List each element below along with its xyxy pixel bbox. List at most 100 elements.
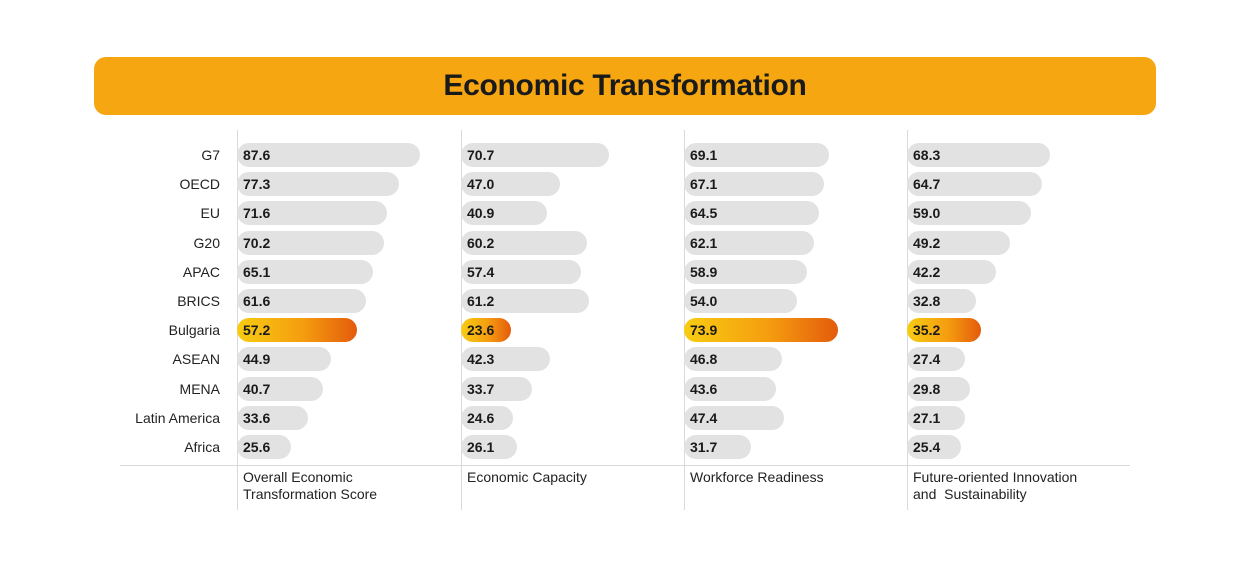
column-label-line: Workforce Readiness — [690, 469, 824, 485]
bar: 70.2 — [237, 230, 384, 255]
bar-value-label: 70.2 — [243, 234, 271, 251]
bar: 29.8 — [907, 376, 970, 401]
bar-value-label: 54.0 — [690, 293, 718, 309]
bar-value-label: 33.7 — [467, 380, 495, 397]
column-divider — [684, 130, 685, 510]
bar-value-label: 23.6 — [467, 322, 495, 339]
bar: 68.3 — [907, 143, 1050, 167]
region-label: OECD — [179, 176, 220, 193]
region-label: Latin America — [135, 409, 220, 426]
bar: 59.0 — [907, 201, 1031, 226]
bar-highlight: 35.2 — [907, 318, 981, 343]
bar: 87.6 — [237, 143, 420, 167]
region-label: Africa — [184, 439, 220, 455]
column-label: Economic Capacity — [467, 469, 667, 486]
bar-value-label: 32.8 — [913, 293, 941, 309]
bar-value-label: 29.8 — [913, 380, 941, 397]
bar-value-label: 43.6 — [690, 380, 718, 397]
bar: 24.6 — [461, 405, 513, 430]
bar: 54.0 — [684, 289, 797, 313]
bar: 40.7 — [237, 376, 323, 401]
bar-value-label: 26.1 — [467, 439, 495, 455]
bar-value-label: 59.0 — [913, 205, 941, 222]
bar-value-label: 69.1 — [690, 147, 718, 163]
column-label-line: Economic Capacity — [467, 469, 587, 485]
bar-value-label: 42.3 — [467, 351, 495, 368]
region-label: EU — [200, 205, 220, 222]
bar: 49.2 — [907, 230, 1010, 255]
region-label: G7 — [201, 147, 220, 163]
bar-value-label: 46.8 — [690, 351, 718, 368]
bar: 62.1 — [684, 230, 814, 255]
bar: 25.6 — [237, 435, 291, 459]
column-label: Workforce Readiness — [690, 469, 890, 486]
axis-baseline — [120, 465, 1130, 466]
bar: 32.8 — [907, 289, 976, 313]
bar-value-label: 27.1 — [913, 409, 941, 426]
region-label: APAC — [182, 263, 220, 280]
bar: 25.4 — [907, 435, 961, 459]
column-divider — [237, 130, 238, 510]
bar-value-label: 33.6 — [243, 409, 271, 426]
title-banner: Economic Transformation — [94, 57, 1156, 115]
bar-value-label: 24.6 — [467, 409, 495, 426]
bar: 67.1 — [684, 172, 824, 197]
bar-value-label: 25.6 — [243, 439, 271, 455]
column-divider — [461, 130, 462, 510]
bar-value-label: 58.9 — [690, 263, 718, 280]
bar-value-label: 67.1 — [690, 176, 718, 193]
bar-value-label: 25.4 — [913, 439, 941, 455]
bar: 57.4 — [461, 259, 581, 284]
bar-value-label: 35.2 — [913, 322, 941, 339]
bar-value-label: 47.4 — [690, 409, 718, 426]
bar-value-label: 42.2 — [913, 263, 941, 280]
bar-value-label: 87.6 — [243, 147, 271, 163]
bar: 33.6 — [237, 405, 308, 430]
bar: 44.9 — [237, 347, 331, 372]
bar-value-label: 64.5 — [690, 205, 718, 222]
bar: 61.6 — [237, 289, 366, 313]
bar-value-label: 57.2 — [243, 322, 271, 339]
bar: 77.3 — [237, 172, 399, 197]
bar: 70.7 — [461, 143, 609, 167]
bar-value-label: 61.6 — [243, 293, 271, 309]
bar: 60.2 — [461, 230, 587, 255]
bar: 64.7 — [907, 172, 1042, 197]
column-label: Future-oriented Innovation and Sustainabi… — [913, 469, 1113, 503]
bar: 71.6 — [237, 201, 387, 226]
column-label-line: and Sustainability — [913, 486, 1027, 502]
bar-value-label: 31.7 — [690, 439, 718, 455]
bar-value-label: 27.4 — [913, 351, 941, 368]
bar: 58.9 — [684, 259, 807, 284]
bar-value-label: 68.3 — [913, 147, 941, 163]
bar: 33.7 — [461, 376, 532, 401]
bar-value-label: 61.2 — [467, 293, 495, 309]
column-divider — [907, 130, 908, 510]
bar-highlight: 57.2 — [237, 318, 357, 343]
region-label: ASEAN — [172, 351, 220, 368]
bar: 40.9 — [461, 201, 547, 226]
bar: 42.2 — [907, 259, 996, 284]
region-label: BRICS — [177, 293, 220, 309]
bar-value-label: 60.2 — [467, 234, 495, 251]
region-label: G20 — [193, 234, 220, 251]
column-label-line: Overall Economic — [243, 469, 353, 485]
bar: 64.5 — [684, 201, 819, 226]
bar-highlight: 23.6 — [461, 318, 511, 343]
bar: 26.1 — [461, 435, 517, 459]
bar: 27.1 — [907, 405, 965, 430]
bar-value-label: 62.1 — [690, 234, 718, 251]
bar-value-label: 44.9 — [243, 351, 271, 368]
bar: 47.0 — [461, 172, 560, 197]
bar: 43.6 — [684, 376, 776, 401]
region-label: Bulgaria — [168, 322, 220, 339]
chart-title: Economic Transformation — [443, 69, 807, 102]
bar-value-label: 65.1 — [243, 263, 271, 280]
column-label-line: Future-oriented Innovation — [913, 469, 1078, 485]
bar-value-label: 73.9 — [690, 322, 718, 339]
bar: 27.4 — [907, 347, 965, 372]
bar-value-label: 47.0 — [467, 176, 495, 193]
bar: 47.4 — [684, 405, 784, 430]
bar-value-label: 71.6 — [243, 205, 271, 222]
bar-value-label: 40.7 — [243, 380, 271, 397]
